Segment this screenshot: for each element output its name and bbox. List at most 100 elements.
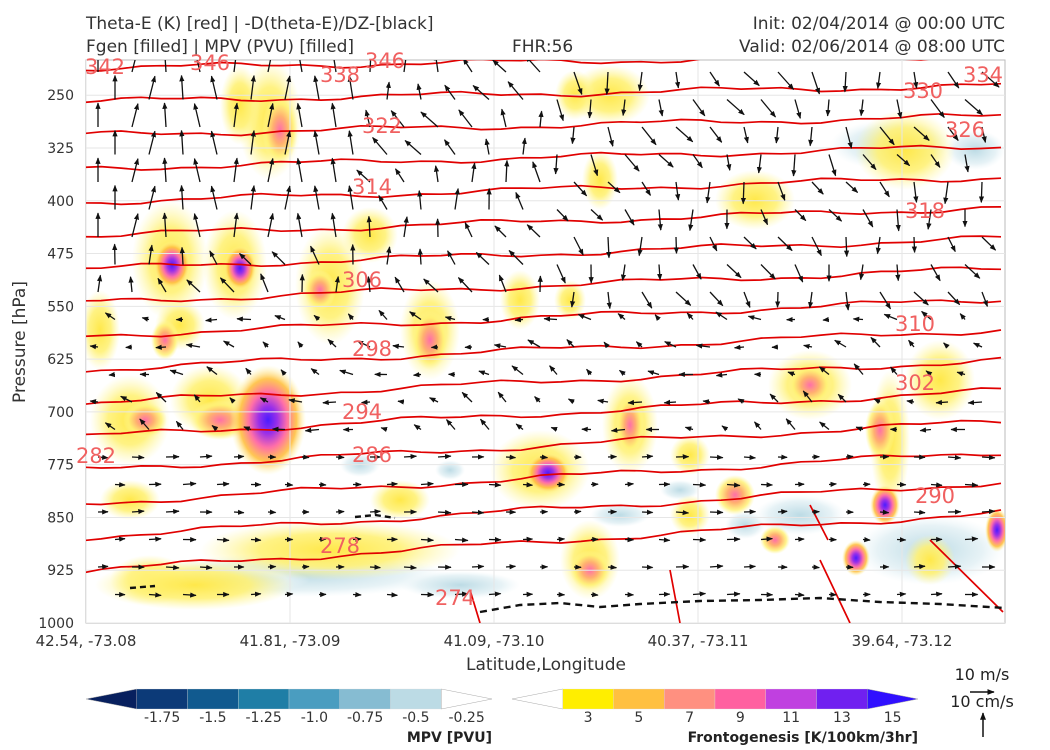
x-tick-label: 41.09, -73.10 [444,632,545,650]
wind-vector [709,291,724,307]
theta-e-contour-label: 294 [342,400,382,424]
wind-vector [162,157,168,183]
wind-vector [775,291,781,308]
colorbar-swatch [238,688,290,710]
theta-e-contour-label: 302 [895,371,935,395]
wind-vector [284,185,292,210]
wind-vector [709,509,724,515]
y-tick-label: 550 [47,299,74,315]
wind-vector [947,291,961,306]
theta-e-contour-label: 334 [963,63,1003,87]
wind-vector [607,181,621,194]
wind-vector [458,109,473,128]
wind-vector [267,157,275,183]
wind-vector [386,592,398,598]
wind-vector [590,154,599,177]
wind-vector [896,154,911,167]
wind-vector [423,278,439,293]
colorbar-tick-label: -1.5 [199,710,226,726]
wind-vector [760,209,769,226]
y-axis-label: Pressure [hPa] [10,281,30,403]
wind-vector [921,310,932,320]
wind-vector [862,209,874,228]
wind-vector [964,536,979,542]
wind-vector [890,366,898,375]
wind-vector [179,246,185,265]
mpv-region [725,511,765,539]
wind-vector [274,314,286,321]
wind-vector [352,592,362,598]
wind-vector [930,264,941,282]
colorbar-swatch [765,688,817,710]
fgen-region [582,150,618,210]
wind-vector [108,371,116,378]
wind-vector [394,168,405,183]
fgen-region [670,495,710,535]
wind-vector [498,274,507,293]
theta-e-contour-line [86,177,1002,206]
colorbar-tick-label: 7 [685,710,694,726]
wind-vector [760,482,774,488]
wind-vector [494,225,507,238]
wind-vector [193,394,201,403]
wind-vector [964,482,979,488]
wind-vector [403,216,409,238]
wind-vector [794,536,805,542]
wind-vector [930,99,945,119]
wind-vector [879,509,890,515]
wind-vector [89,344,99,350]
wind-vector [624,209,635,226]
fgen-region [500,270,540,330]
wind-vector [709,563,724,570]
wind-vector [385,81,391,100]
wind-vector [663,399,677,405]
fgen-region [905,535,955,585]
theta-e-contour-line [86,482,1002,542]
wind-vector [148,75,156,100]
wind-vector [301,454,310,460]
wind-vector [313,185,320,210]
colorbar-swatch [390,688,442,710]
wind-vector [284,75,292,100]
theta-e-contour-line [86,266,1002,303]
wind-vector [210,75,218,100]
wind-vector [497,391,507,403]
wind-vector [743,71,760,87]
colorbar-swatch [288,688,340,710]
wind-vector [443,139,456,155]
wind-vector [461,391,473,403]
wind-vector [335,509,345,515]
wind-vector [271,251,286,265]
wind-vector [131,508,145,515]
wind-vector [913,564,926,570]
theta-e-contour-label: 330 [903,79,943,103]
wind-vector [539,454,549,460]
wind-vector [658,99,664,117]
mpv-region [435,460,465,480]
wind-vector [688,209,694,232]
theta-e-contour-line [86,329,1002,373]
wind-vector [641,126,657,146]
wind-vector [803,343,813,350]
wind-vector [233,212,239,238]
wind-vector [862,154,877,171]
wind-vector [162,102,168,128]
y-tick-label: 325 [47,141,74,157]
wind-vector [692,482,707,488]
wind-vector [505,454,517,460]
wind-vector [964,99,983,116]
colorbar-tick-label: -1.75 [144,710,180,726]
wind-vector [895,209,901,232]
dtheta-e-dz-contours [129,513,1005,614]
wind-vector [828,209,843,222]
wind-vector [737,398,745,404]
wind-vector [908,339,915,348]
theta-e-contour-label: 286 [352,443,392,467]
wind-vector [777,509,788,515]
wind-vector [534,396,541,403]
wind-vector [709,126,723,143]
wind-vector [913,181,919,203]
wind-vector [488,482,502,488]
wind-vector [430,344,439,350]
wind-vector [875,236,881,255]
